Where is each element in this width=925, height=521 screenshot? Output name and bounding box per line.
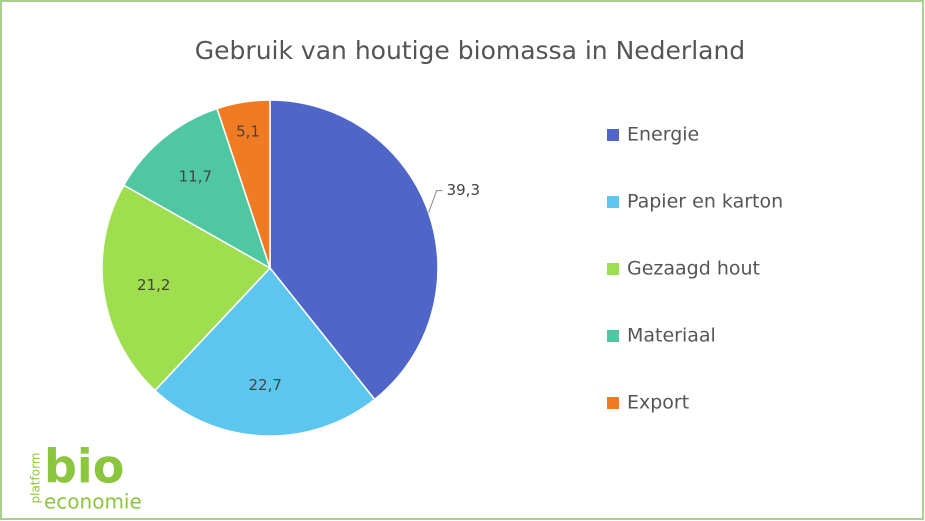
legend-swatch — [607, 330, 619, 342]
pie-slice — [216, 99, 271, 269]
data-label: 11,7 — [179, 168, 212, 186]
pie-slice — [101, 184, 272, 392]
legend-label: Gezaagd hout — [627, 258, 760, 280]
pie-slice — [153, 266, 376, 437]
legend-swatch — [607, 397, 619, 409]
data-label: 5,1 — [236, 123, 260, 141]
legend-swatch — [607, 263, 619, 275]
data-label: 21,2 — [137, 276, 170, 294]
legend-label: Materiaal — [627, 325, 716, 347]
logo-platform: platform — [29, 453, 43, 504]
legend-swatch — [607, 129, 619, 141]
legend-label: Energie — [627, 124, 699, 146]
logo-economie: economie — [44, 490, 142, 514]
pie-slice — [269, 99, 439, 401]
chart-title: Gebruik van houtige biomassa in Nederlan… — [195, 36, 745, 65]
data-label: 22,7 — [248, 376, 281, 394]
legend-swatch — [607, 196, 619, 208]
legend-label: Papier en karton — [627, 191, 783, 213]
leader-line — [428, 190, 443, 213]
logo-bio: bio — [44, 440, 124, 494]
legend-label: Export — [627, 392, 689, 414]
pie-slice — [122, 107, 272, 270]
data-label: 39,3 — [447, 181, 480, 199]
